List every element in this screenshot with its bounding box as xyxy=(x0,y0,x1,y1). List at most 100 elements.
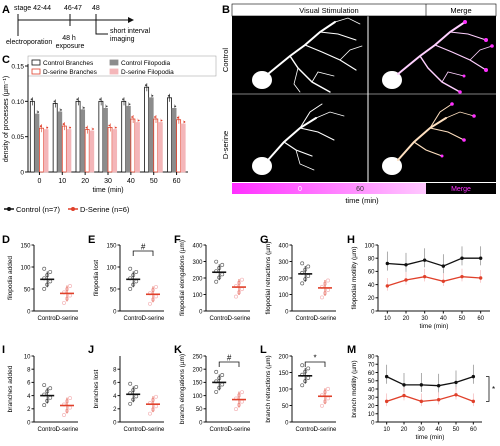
chart-c-dot xyxy=(85,126,88,129)
line-chart-x-label: time (min) xyxy=(420,323,449,330)
chart-c-legend-swatch xyxy=(31,68,41,75)
line-chart-series-line xyxy=(387,257,481,267)
microscopy-panel: Visual Stimulation Merge Control D-serin… xyxy=(221,3,497,205)
dot-plot-y-tick-label: 400 xyxy=(278,243,289,249)
dot-plot-category-label: Control xyxy=(124,427,143,433)
dot-plot-g: 0 100 200 300 400 filopodial retractions (µm)… xyxy=(265,241,337,322)
chart-c-x-tick-label: 0 xyxy=(37,178,41,185)
dot-plot-point xyxy=(214,259,219,264)
dot-plot-point xyxy=(48,279,53,284)
dot-plot-y-tick-label: 2 xyxy=(27,407,31,413)
chart-c-dot xyxy=(53,100,56,103)
chart-c-bar xyxy=(171,108,177,173)
dot-plot-y-tick-label: 0 xyxy=(27,420,31,426)
dot-plot-point xyxy=(154,294,158,299)
chart-c-bar xyxy=(157,122,163,173)
legend-dserine-label: D-Serine (n=6) xyxy=(80,205,130,214)
dot-plot-y-tick-label: 0 xyxy=(113,309,117,315)
chart-c-bar xyxy=(52,103,58,173)
line-chart-point xyxy=(385,261,390,266)
line-chart-point xyxy=(384,399,389,404)
dot-plot-point xyxy=(240,390,244,395)
chart-c-x-tick-label: 30 xyxy=(104,178,112,185)
dot-plot-y-tick-label: 0 xyxy=(27,309,31,315)
line-chart-x-tick-label: 20 xyxy=(403,316,410,322)
imaging-line-2: imaging xyxy=(110,36,135,43)
time-colorbar xyxy=(232,183,496,194)
line-chart-y-tick-label: 40 xyxy=(368,283,375,289)
colorbar-merge-cell xyxy=(426,183,496,194)
chart-c-dot xyxy=(39,125,42,128)
chart-c-bar xyxy=(180,123,186,173)
colorbar-label-start: 0 xyxy=(298,186,302,193)
dot-plot-point xyxy=(240,399,244,404)
line-chart-y-tick-label: 80 xyxy=(368,354,375,360)
chart-c-legend-swatch xyxy=(109,59,119,66)
dot-plot-y-label: filopodial elongations (µm) xyxy=(179,240,186,316)
dot-plot-point xyxy=(42,383,47,387)
dot-plot-y-tick-label: 0 xyxy=(285,420,289,426)
bar-chart-c: Control Branches Control Filopodia D-serin… xyxy=(3,55,217,194)
dot-plot-y-tick-label: 200 xyxy=(278,354,289,360)
dot-plot-y-label: branches lost xyxy=(93,369,100,408)
line-chart-point xyxy=(384,374,389,379)
chart-c-dot xyxy=(69,126,72,129)
line-chart-point xyxy=(460,256,464,260)
dot-plot-significance-mark: # xyxy=(227,354,232,363)
chart-c-bar xyxy=(121,100,127,173)
chart-c-bar xyxy=(66,129,72,173)
dot-plot-point xyxy=(48,386,53,391)
dot-plot-point xyxy=(154,404,158,409)
dot-plot-point xyxy=(326,278,330,283)
dot-plot-point xyxy=(300,383,305,388)
chart-c-legend-label: Control Filopodia xyxy=(121,60,171,67)
chart-c-y-tick-label: 0.10 xyxy=(11,99,24,106)
line-chart-y-tick-label: 0 xyxy=(371,309,375,315)
timeline-stage-mid: 46-47 xyxy=(64,5,82,12)
line-chart-point xyxy=(478,256,483,260)
dot-plot-y-tick-label: 300 xyxy=(192,260,203,266)
line-chart-point xyxy=(385,284,390,288)
dot-plot-point xyxy=(240,277,244,282)
dot-plot-category-label: D-serine xyxy=(142,427,165,433)
dot-plot-category-label: D-serine xyxy=(228,427,251,433)
dot-plot-f: 0 100 200 300 400 filopodial elongations (µm)… xyxy=(179,240,251,322)
colorbar-label-mid: 60 xyxy=(356,186,364,193)
chart-c-dot xyxy=(151,94,154,97)
chart-c-bar xyxy=(98,100,104,173)
chart-c-dot xyxy=(176,116,179,119)
chart-c-dot xyxy=(105,105,108,108)
chart-c-legend-label: Control Branches xyxy=(43,60,94,67)
dot-plot-significance-mark: * xyxy=(314,354,317,363)
chart-c-dot xyxy=(131,116,134,118)
chart-c-x-tick-label: 60 xyxy=(173,178,181,185)
dot-plot-point xyxy=(320,295,324,300)
dot-plot-point xyxy=(148,411,152,416)
dot-plot-point xyxy=(154,284,158,289)
line-chart-point xyxy=(471,374,476,379)
chart-c-x-tick-label: 50 xyxy=(150,178,158,185)
dot-plot-y-tick-label: 100 xyxy=(278,387,289,393)
chart-c-dot xyxy=(60,109,62,111)
dot-plot-category-label: D-serine xyxy=(142,316,165,322)
dot-plot-point xyxy=(154,394,158,399)
dot-plot-point xyxy=(214,369,219,374)
chart-c-dot xyxy=(137,119,140,122)
chart-c-x-label: time (min) xyxy=(92,187,123,194)
panel-letter-l: L xyxy=(260,344,267,356)
line-chart-point xyxy=(441,264,446,268)
dot-plot-point xyxy=(306,366,311,371)
microscopy-time-label: time (min) xyxy=(345,196,379,205)
panel-letter-i: I xyxy=(2,344,5,356)
dot-plot-point xyxy=(240,287,244,292)
line-chart-series-line xyxy=(387,276,481,287)
line-chart-y-tick-label: 80 xyxy=(368,257,375,263)
dot-plot-point xyxy=(234,294,238,299)
line-chart-y-tick-label: 60 xyxy=(368,371,375,377)
exposure-label: 48 h exposure xyxy=(56,35,85,50)
chart-c-bar xyxy=(135,122,140,173)
dot-plot-y-tick-label: 0 xyxy=(113,420,117,426)
dot-plot-y-label: filopodia added xyxy=(7,256,14,300)
dot-plot-y-tick-label: 100 xyxy=(192,293,203,299)
dot-plot-point xyxy=(68,284,72,288)
